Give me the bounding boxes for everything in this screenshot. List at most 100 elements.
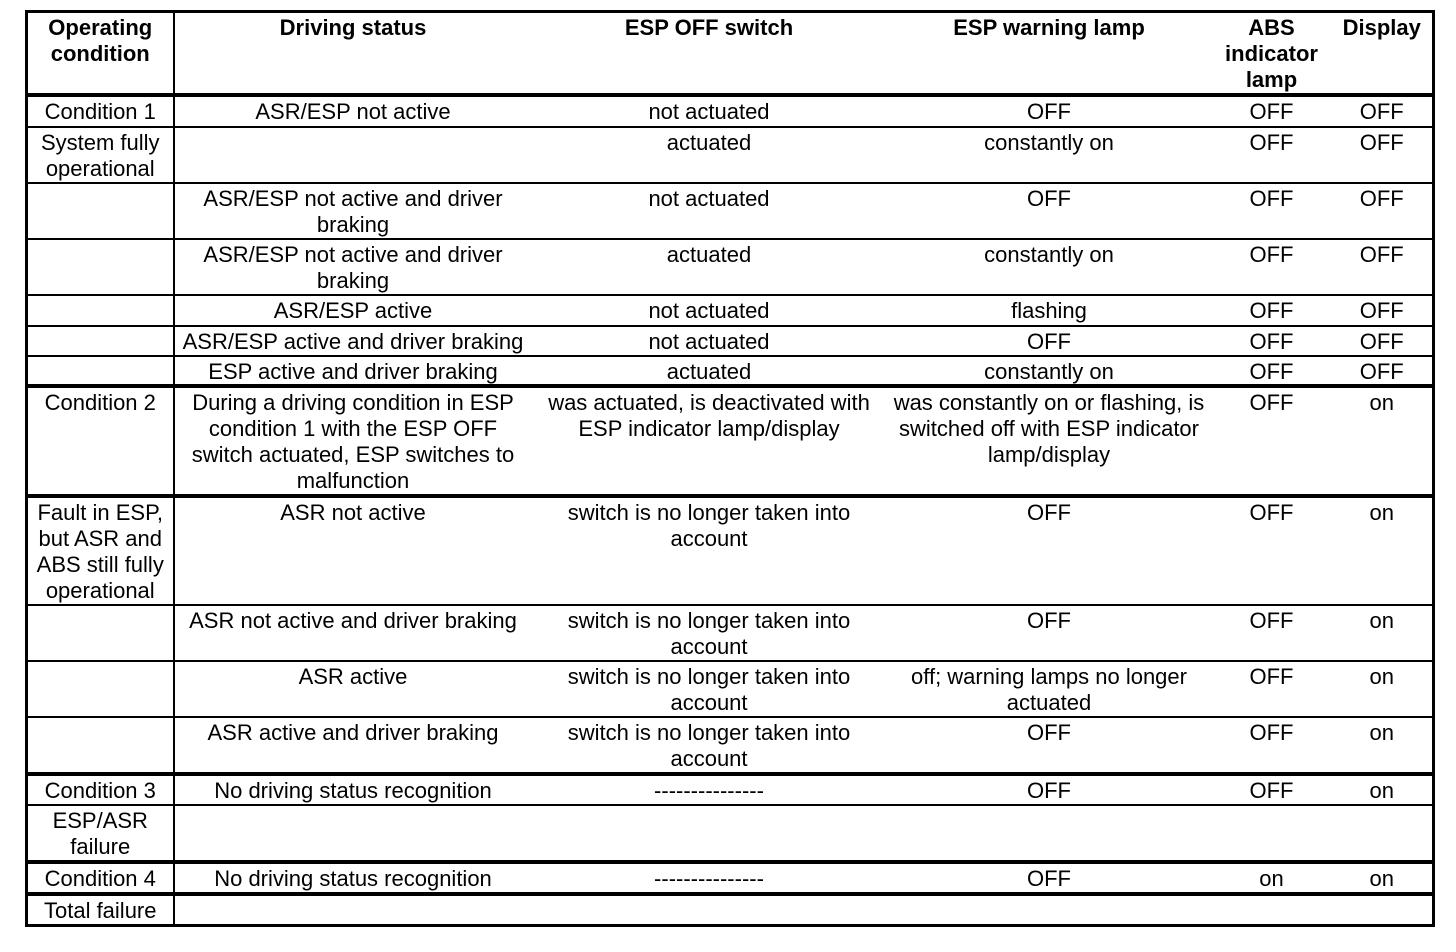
esp-off-switch-cell: switch is no longer taken into account — [531, 494, 887, 606]
abs-indicator-lamp-cell: OFF — [1211, 293, 1332, 326]
column-header-driving-status: Driving status — [173, 11, 532, 97]
esp-operating-conditions-table: Operating condition Driving status ESP O… — [25, 10, 1435, 927]
display-cell: on — [1331, 384, 1434, 497]
table-row: Fault in ESP, but ASR and ABS still full… — [26, 494, 1434, 606]
esp-warning-lamp-cell: was constantly on or flashing, is switch… — [886, 384, 1212, 497]
operating-condition-cell: Condition 2 — [26, 384, 175, 497]
table-row: Total failure — [26, 891, 1434, 926]
table-row: ASR/ESP active not actuated flashing OFF… — [26, 293, 1434, 326]
esp-warning-lamp-cell: OFF — [886, 771, 1212, 805]
abs-indicator-lamp-cell — [1211, 891, 1332, 926]
esp-warning-lamp-cell — [886, 803, 1212, 862]
operating-condition-cell: Total failure — [26, 891, 175, 926]
operating-condition-cell — [26, 293, 175, 326]
abs-indicator-lamp-cell: OFF — [1211, 181, 1332, 239]
table-row: ESP/ASR failure — [26, 803, 1434, 862]
operating-condition-cell — [26, 715, 175, 774]
table-row: ASR/ESP active and driver braking not ac… — [26, 324, 1434, 356]
driving-status-cell: ASR active — [173, 660, 532, 717]
esp-warning-lamp-cell: constantly on — [886, 237, 1212, 295]
driving-status-cell: ASR/ESP not active and driver braking — [173, 181, 532, 239]
operating-condition-cell — [26, 181, 175, 239]
esp-warning-lamp-cell: OFF — [886, 324, 1212, 356]
display-cell: on — [1331, 715, 1434, 774]
display-cell: on — [1331, 494, 1434, 606]
display-cell: OFF — [1331, 181, 1434, 239]
operating-condition-cell: ESP/ASR failure — [26, 803, 175, 862]
esp-warning-lamp-cell: OFF — [886, 494, 1212, 606]
display-cell: OFF — [1331, 93, 1434, 127]
abs-indicator-lamp-cell: OFF — [1211, 93, 1332, 127]
driving-status-cell: ASR/ESP not active and driver braking — [173, 237, 532, 295]
display-cell: OFF — [1331, 354, 1434, 387]
display-cell: OFF — [1331, 293, 1434, 326]
esp-off-switch-cell: actuated — [531, 125, 887, 183]
driving-status-cell: No driving status recognition — [173, 859, 532, 894]
driving-status-cell — [173, 891, 532, 926]
esp-warning-lamp-cell: off; warning lamps no longer actuated — [886, 660, 1212, 717]
abs-indicator-lamp-cell: OFF — [1211, 660, 1332, 717]
operating-condition-cell: System fully operational — [26, 125, 175, 183]
esp-off-switch-cell: not actuated — [531, 181, 887, 239]
operating-condition-cell: Condition 4 — [26, 859, 175, 894]
abs-indicator-lamp-cell: OFF — [1211, 494, 1332, 606]
operating-condition-cell — [26, 660, 175, 717]
esp-off-switch-cell: switch is no longer taken into account — [531, 715, 887, 774]
table-row: ASR/ESP not active and driver braking ac… — [26, 237, 1434, 295]
column-header-esp-warning-lamp: ESP warning lamp — [886, 11, 1212, 97]
operating-condition-cell — [26, 324, 175, 356]
table-row: System fully operational actuated consta… — [26, 125, 1434, 183]
esp-warning-lamp-cell: OFF — [886, 715, 1212, 774]
table-row: ESP active and driver braking actuated c… — [26, 354, 1434, 387]
operating-condition-cell: Condition 3 — [26, 771, 175, 805]
operating-condition-cell — [26, 354, 175, 387]
driving-status-cell — [173, 125, 532, 183]
abs-indicator-lamp-cell: OFF — [1211, 354, 1332, 387]
operating-condition-cell — [26, 604, 175, 662]
column-header-esp-off-switch: ESP OFF switch — [531, 11, 887, 97]
abs-indicator-lamp-cell: on — [1211, 859, 1332, 894]
abs-indicator-lamp-cell: OFF — [1211, 771, 1332, 805]
driving-status-cell: ASR not active — [173, 494, 532, 606]
display-cell: OFF — [1331, 125, 1434, 183]
column-header-abs-indicator-lamp: ABS indicator lamp — [1211, 11, 1332, 97]
abs-indicator-lamp-cell: OFF — [1211, 604, 1332, 662]
driving-status-cell: ASR active and driver braking — [173, 715, 532, 774]
driving-status-cell: ASR not active and driver braking — [173, 604, 532, 662]
table-row: Condition 3 No driving status recognitio… — [26, 771, 1434, 805]
table-row: Condition 1 ASR/ESP not active not actua… — [26, 93, 1434, 127]
display-cell: OFF — [1331, 324, 1434, 356]
abs-indicator-lamp-cell: OFF — [1211, 125, 1332, 183]
esp-off-switch-cell: switch is no longer taken into account — [531, 604, 887, 662]
table-row: Condition 4 No driving status recognitio… — [26, 859, 1434, 894]
esp-warning-lamp-cell: OFF — [886, 604, 1212, 662]
esp-off-switch-cell: was actuated, is deactivated with ESP in… — [531, 384, 887, 497]
operating-condition-cell — [26, 237, 175, 295]
column-header-operating-condition: Operating condition — [26, 11, 175, 97]
driving-status-cell: ESP active and driver braking — [173, 354, 532, 387]
table-body: Condition 1 ASR/ESP not active not actua… — [26, 93, 1434, 926]
table-row: Condition 2 During a driving condition i… — [26, 384, 1434, 497]
esp-off-switch-cell: not actuated — [531, 93, 887, 127]
esp-warning-lamp-cell: flashing — [886, 293, 1212, 326]
table-row: ASR/ESP not active and driver braking no… — [26, 181, 1434, 239]
operating-condition-cell: Fault in ESP, but ASR and ABS still full… — [26, 494, 175, 606]
table-row: ASR active and driver braking switch is … — [26, 715, 1434, 774]
display-cell: on — [1331, 771, 1434, 805]
driving-status-cell: ASR/ESP not active — [173, 93, 532, 127]
esp-off-switch-cell: switch is no longer taken into account — [531, 660, 887, 717]
driving-status-cell: No driving status recognition — [173, 771, 532, 805]
abs-indicator-lamp-cell — [1211, 803, 1332, 862]
abs-indicator-lamp-cell: OFF — [1211, 324, 1332, 356]
display-cell — [1331, 803, 1434, 862]
display-cell — [1331, 891, 1434, 926]
esp-warning-lamp-cell: OFF — [886, 181, 1212, 239]
esp-off-switch-cell: actuated — [531, 354, 887, 387]
display-cell: on — [1331, 859, 1434, 894]
esp-off-switch-cell: --------------- — [531, 859, 887, 894]
abs-indicator-lamp-cell: OFF — [1211, 237, 1332, 295]
driving-status-cell: ASR/ESP active — [173, 293, 532, 326]
esp-warning-lamp-cell: constantly on — [886, 354, 1212, 387]
display-cell: on — [1331, 604, 1434, 662]
driving-status-cell: During a driving condition in ESP condit… — [173, 384, 532, 497]
